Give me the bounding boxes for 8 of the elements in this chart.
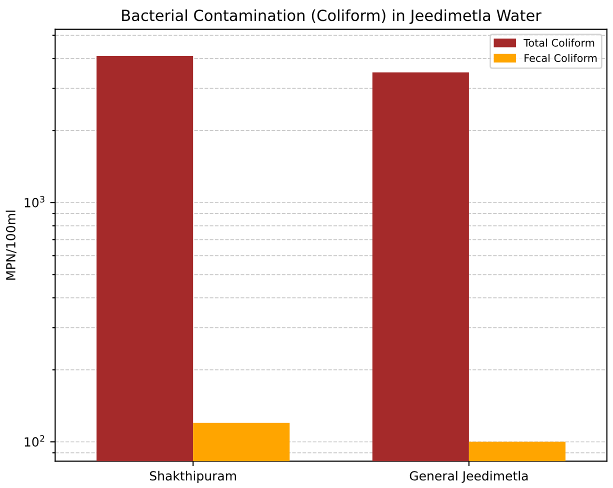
legend-label: Fecal Coliform (524, 54, 597, 62)
x-tick-label: Shakthipuram (150, 470, 236, 483)
x-tick-label: General Jeedimetla (410, 470, 528, 483)
y-tick-label: 10$^{3}$ (24, 196, 44, 208)
y-tick-label: 10$^{2}$ (24, 435, 44, 447)
y-axis-title: MPN/100ml (6, 210, 16, 280)
chart-title: Bacterial Contamination (Coliform) in Jeedimetla Water (122, 9, 542, 24)
legend-label: Total Coliform (524, 38, 594, 47)
